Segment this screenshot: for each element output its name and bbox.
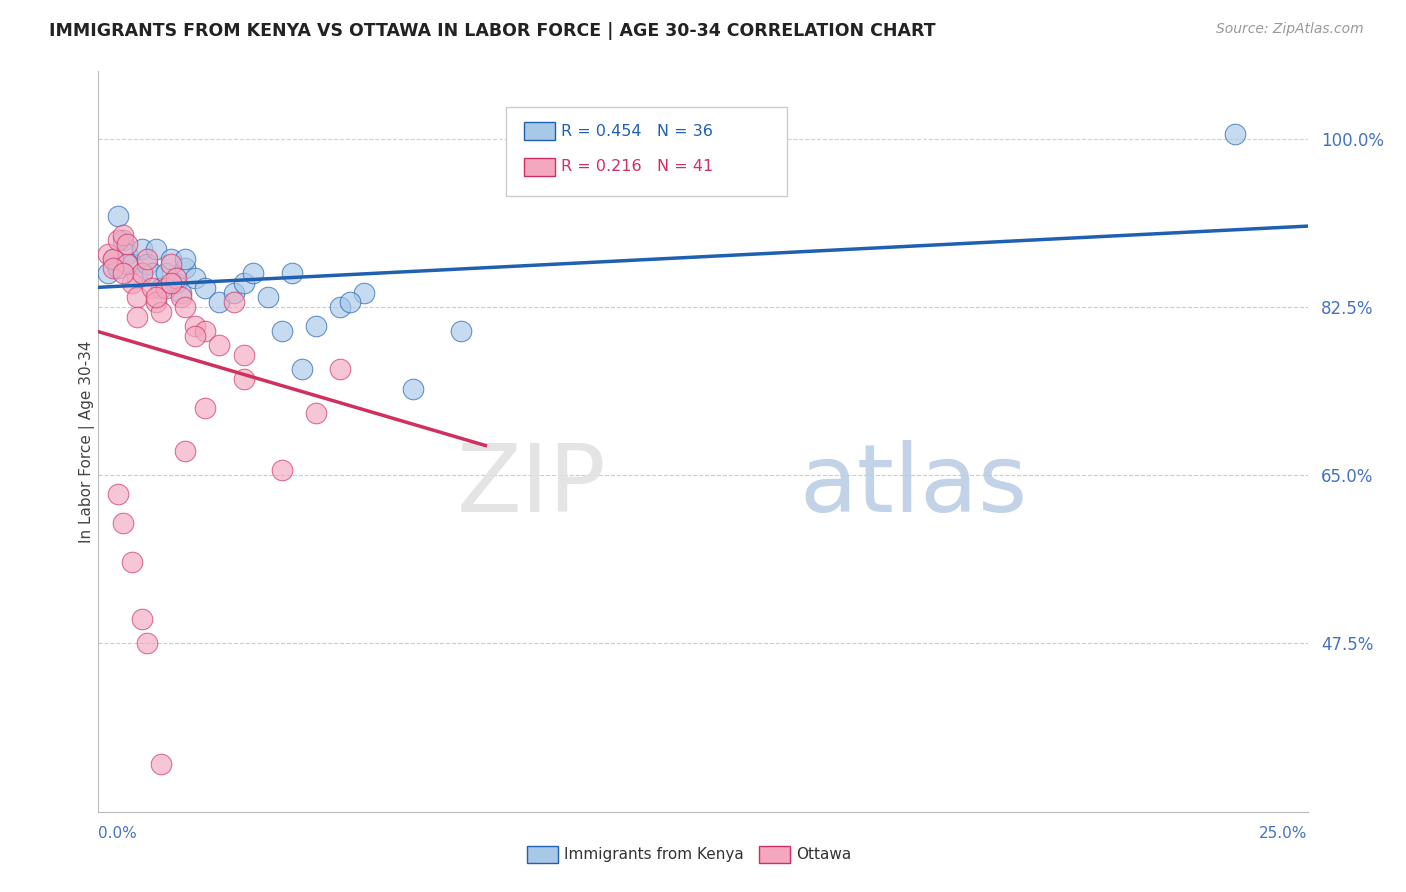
Point (339, 295, 361, 310)
Point (184, 328, 207, 343)
Point (121, 276, 143, 290)
Point (184, 319, 207, 334)
Point (127, 310, 149, 324)
Y-axis label: In Labor Force | Age 30-34: In Labor Force | Age 30-34 (79, 340, 96, 543)
Point (131, 612, 153, 626)
Point (101, 252, 124, 266)
Point (256, 290, 278, 304)
Point (222, 295, 245, 310)
Text: atlas: atlas (800, 440, 1028, 532)
Point (232, 348, 254, 362)
Point (194, 401, 217, 415)
Point (107, 209, 129, 223)
Point (145, 242, 167, 256)
Point (135, 252, 157, 266)
Point (271, 463, 294, 477)
Text: Immigrants from Kenya: Immigrants from Kenya (564, 847, 744, 862)
Point (450, 324, 472, 338)
Point (160, 252, 183, 266)
Point (174, 261, 197, 276)
Point (174, 252, 197, 266)
Point (107, 261, 129, 276)
Point (271, 324, 294, 338)
Point (194, 281, 217, 295)
Point (160, 276, 183, 290)
Point (135, 636, 157, 650)
Point (402, 382, 425, 396)
Point (281, 266, 304, 280)
Text: 25.0%: 25.0% (1260, 826, 1308, 841)
Point (107, 487, 129, 501)
Point (111, 516, 134, 531)
Point (174, 300, 197, 314)
Text: ZIP: ZIP (457, 440, 606, 532)
Point (305, 319, 328, 334)
Point (1223, 127, 1246, 141)
Point (150, 756, 173, 771)
Point (127, 290, 149, 304)
Point (290, 362, 312, 376)
Text: Ottawa: Ottawa (796, 847, 851, 862)
Point (117, 257, 139, 271)
Point (101, 252, 124, 266)
Point (232, 372, 254, 386)
Point (160, 257, 183, 271)
Point (222, 285, 245, 300)
Text: IMMIGRANTS FROM KENYA VS OTTAWA IN LABOR FORCE | AGE 30-34 CORRELATION CHART: IMMIGRANTS FROM KENYA VS OTTAWA IN LABOR… (49, 22, 936, 40)
Point (353, 285, 375, 300)
Point (101, 261, 124, 276)
Point (305, 406, 328, 420)
Point (117, 237, 139, 252)
Point (165, 276, 187, 290)
Point (131, 266, 153, 280)
Point (111, 233, 134, 247)
Text: R = 0.454   N = 36: R = 0.454 N = 36 (561, 124, 713, 138)
Text: Source: ZipAtlas.com: Source: ZipAtlas.com (1216, 22, 1364, 37)
Text: R = 0.216   N = 41: R = 0.216 N = 41 (561, 160, 713, 174)
Point (150, 281, 173, 295)
Point (329, 300, 352, 314)
Point (97, 247, 120, 261)
Point (117, 247, 139, 261)
Point (169, 285, 191, 300)
Point (165, 271, 187, 285)
Point (111, 266, 134, 280)
Point (131, 242, 153, 256)
Point (208, 295, 231, 310)
Point (150, 304, 173, 318)
Point (155, 266, 177, 280)
Point (121, 257, 143, 271)
Point (184, 271, 207, 285)
Point (121, 555, 143, 569)
Point (329, 362, 352, 376)
Point (169, 290, 191, 304)
Point (141, 266, 163, 280)
Point (135, 257, 157, 271)
Point (194, 324, 217, 338)
Point (97, 266, 120, 280)
Point (145, 295, 167, 310)
Point (242, 266, 264, 280)
Point (232, 276, 254, 290)
Point (155, 281, 177, 295)
Point (141, 281, 163, 295)
Point (107, 233, 129, 247)
Text: 0.0%: 0.0% (98, 826, 138, 841)
Point (174, 444, 197, 458)
Point (111, 227, 134, 242)
Point (127, 271, 149, 285)
Point (208, 338, 231, 352)
Point (145, 290, 167, 304)
